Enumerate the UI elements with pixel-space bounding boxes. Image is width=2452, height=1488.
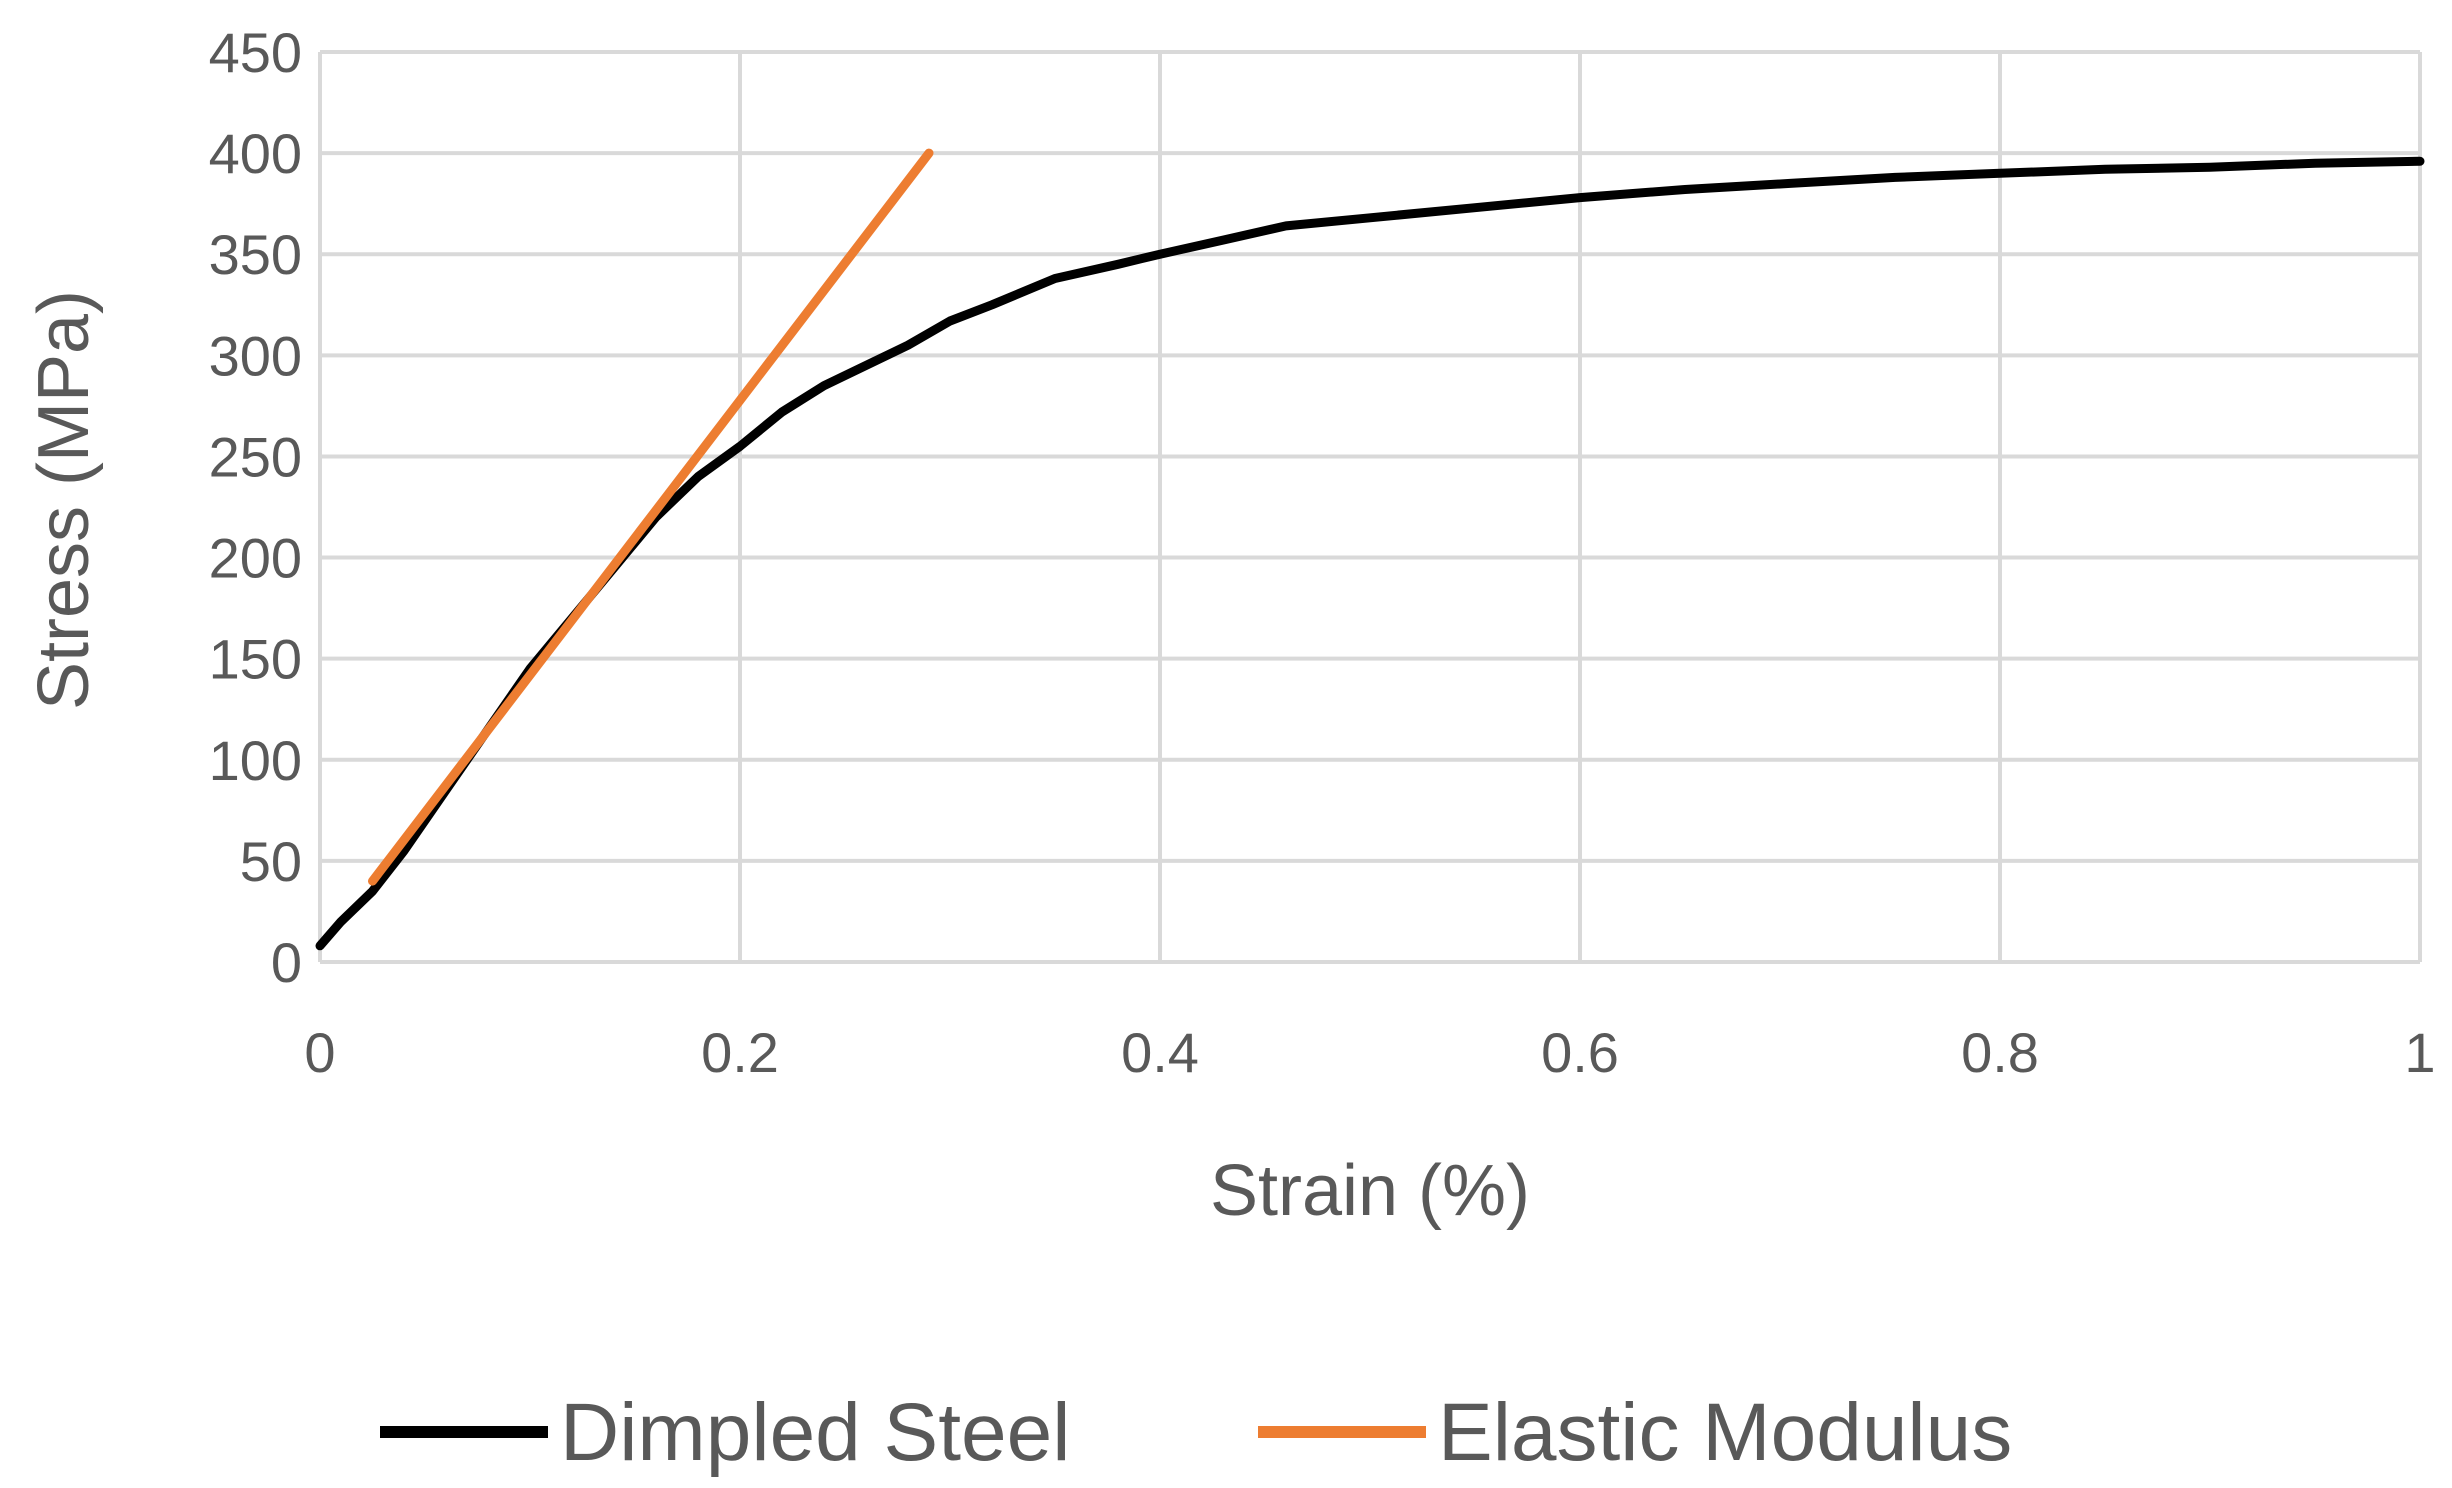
series-line-dimpled-steel	[315, 156, 2425, 951]
legend-label-dimpled-steel: Dimpled Steel	[560, 1387, 1070, 1478]
y-tick-label: 350	[209, 223, 302, 286]
y-tick-label: 200	[209, 527, 302, 590]
y-tick-label: 450	[209, 21, 302, 84]
y-tick-label: 150	[209, 628, 302, 691]
series-lines	[315, 148, 2425, 951]
x-axis-title: Strain (%)	[1210, 1151, 1530, 1231]
series-line-elastic-modulus	[368, 148, 934, 886]
gridlines	[318, 50, 2422, 964]
y-axis-title: Stress (MPa)	[24, 290, 104, 710]
y-axis-tick-labels: 0 50 100 150 200 250 300 350 400 450	[209, 21, 302, 994]
x-tick-label: 0	[304, 1021, 335, 1084]
y-tick-label: 400	[209, 122, 302, 185]
y-tick-label: 300	[209, 324, 302, 387]
y-tick-label: 50	[240, 830, 302, 893]
x-tick-label: 0.8	[1961, 1021, 2039, 1084]
y-tick-label: 100	[209, 729, 302, 792]
legend-label-elastic-modulus: Elastic Modulus	[1438, 1387, 2012, 1478]
x-tick-label: 0.2	[701, 1021, 779, 1084]
x-tick-label: 0.6	[1541, 1021, 1619, 1084]
legend: Dimpled Steel Elastic Modulus	[380, 1387, 2012, 1478]
x-tick-label: 1	[2404, 1021, 2435, 1084]
y-tick-label: 0	[271, 931, 302, 994]
y-tick-label: 250	[209, 425, 302, 488]
x-tick-label: 0.4	[1121, 1021, 1199, 1084]
x-axis-tick-labels: 0 0.2 0.4 0.6 0.8 1	[304, 1021, 2435, 1084]
